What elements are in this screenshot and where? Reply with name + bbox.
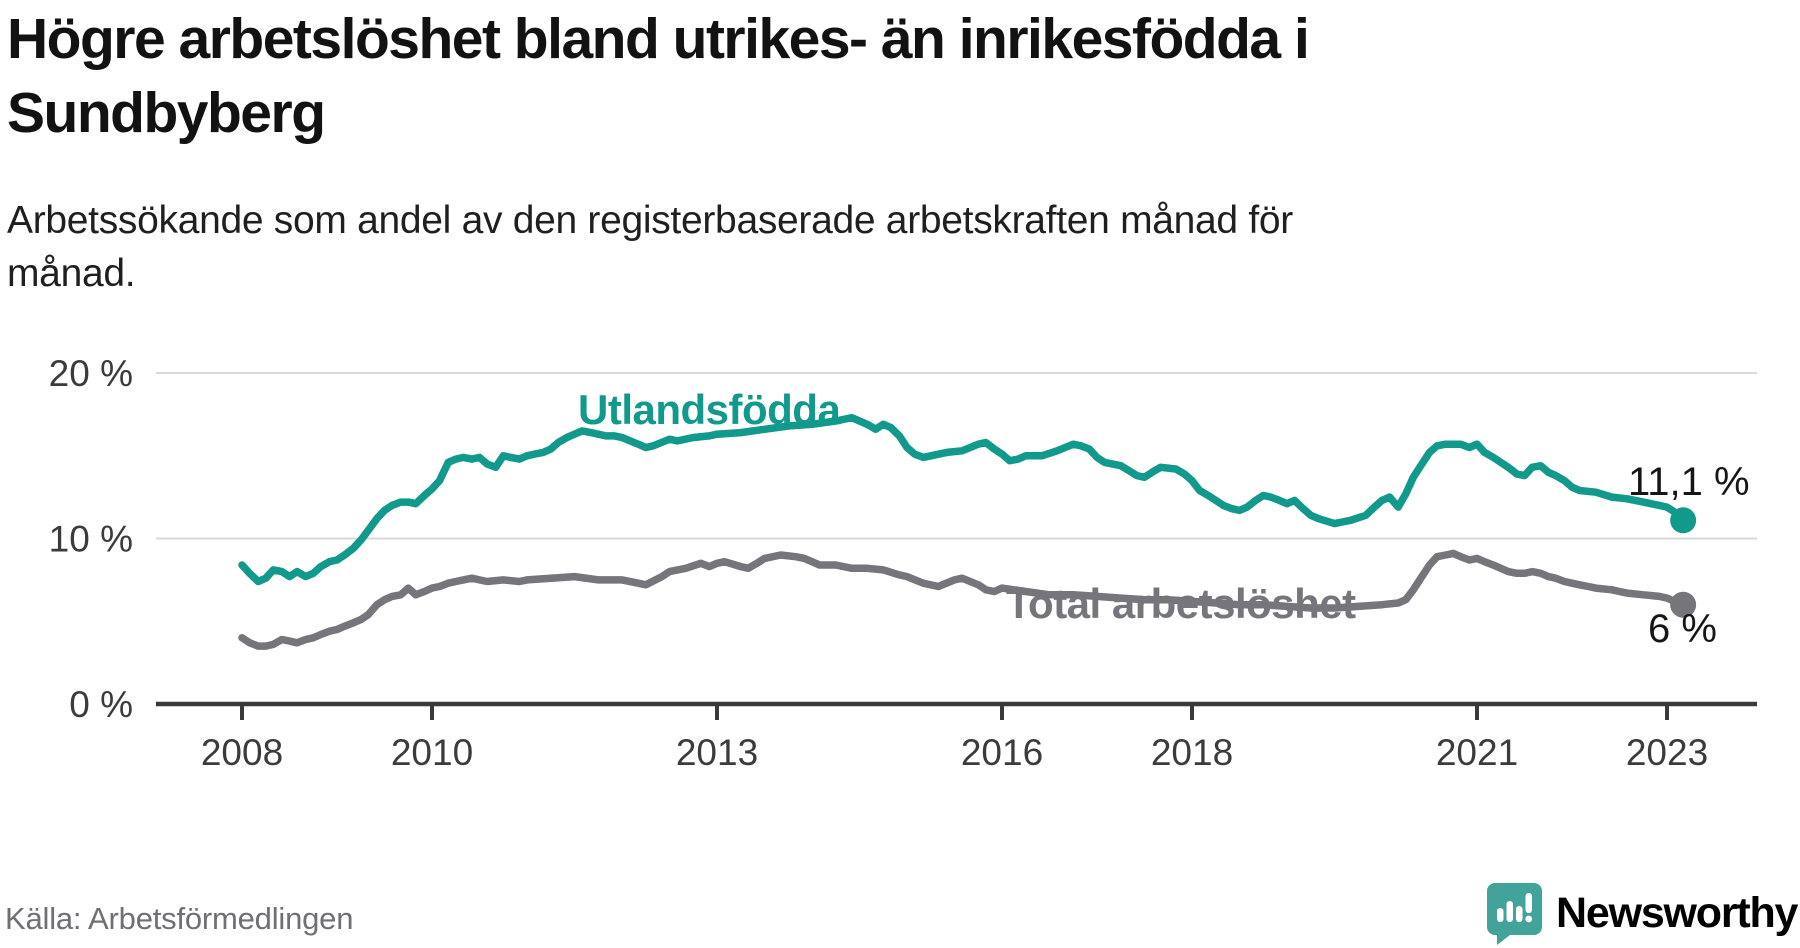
source-note: Källa: Arbetsförmedlingen: [5, 901, 354, 936]
y-axis-tick-label: 20 %: [49, 353, 133, 394]
x-axis-tick-label: 2010: [391, 732, 473, 773]
newsworthy-logo-text: Newsworthy: [1556, 889, 1798, 937]
x-axis-tick-label: 2016: [961, 732, 1043, 773]
chart-title: Högre arbetslöshet bland utrikes- än inr…: [7, 2, 1467, 150]
y-axis-tick-label: 10 %: [49, 519, 133, 560]
chart-subtitle: Arbetssökande som andel av den registerb…: [7, 194, 1487, 300]
series-end-dot-total: [1670, 591, 1697, 618]
series-line-total: [238, 549, 1687, 650]
newsworthy-logo-icon: [1487, 883, 1542, 945]
series-end-dot-utlandsfodda: [1670, 507, 1697, 534]
x-axis-tick-label: 2008: [201, 732, 283, 773]
newsworthy-logo: Newsworthy: [1486, 882, 1798, 945]
chart-title-line2: Sundbyberg: [7, 81, 326, 145]
chart-subtitle-line1: Arbetssökande som andel av den registerb…: [7, 199, 1293, 242]
chart-subtitle-line2: månad.: [7, 252, 136, 295]
chart-title-line1: Högre arbetslöshet bland utrikes- än inr…: [7, 7, 1310, 71]
x-axis-tick-label: 2023: [1626, 732, 1708, 773]
series-line-utlandsfodda: [238, 413, 1687, 586]
y-axis-tick-label: 0 %: [69, 684, 133, 725]
x-axis-tick-label: 2013: [676, 732, 758, 773]
end-value-label-utlandsfodda: 11,1 %: [1628, 460, 1750, 504]
end-value-label-total: 6 %: [1648, 607, 1717, 651]
series-label-utlandsfodda: Utlandsfödda: [578, 386, 841, 433]
x-axis-tick-label: 2018: [1151, 732, 1233, 773]
series-label-total-arbetsloshet: Total arbetslöshet: [1006, 580, 1356, 627]
x-axis-tick-label: 2021: [1436, 732, 1518, 773]
